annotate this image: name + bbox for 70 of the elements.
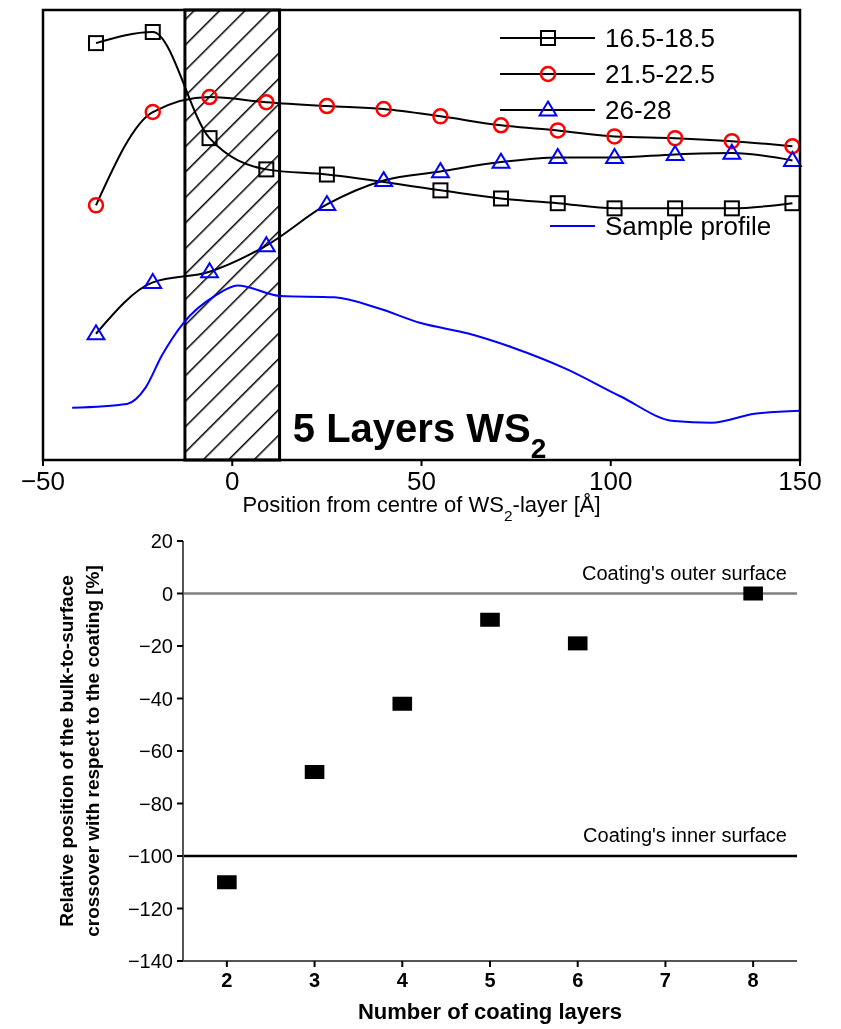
point: [258, 161, 275, 178]
y-tick-label: −120: [127, 897, 173, 920]
point: [392, 696, 413, 711]
point: [217, 875, 237, 890]
point: [492, 117, 510, 134]
point: [723, 200, 740, 217]
point: [492, 190, 509, 207]
point: [491, 152, 511, 169]
point: [549, 195, 566, 212]
point: [201, 130, 218, 147]
x-tick-label: 7: [659, 969, 671, 991]
legend-label: 21.5-22.5: [605, 59, 715, 89]
point: [548, 148, 568, 164]
point: [432, 108, 449, 125]
point: [318, 166, 335, 183]
legend-label: 26-28: [605, 95, 672, 125]
x-tick-label: 2: [221, 969, 233, 991]
point: [743, 586, 763, 601]
y-tick-label: −20: [139, 635, 173, 657]
x-tick-label: 150: [778, 466, 822, 496]
point: [549, 122, 567, 139]
x-tick-label: 0: [225, 466, 240, 496]
point: [432, 182, 449, 199]
point: [606, 200, 623, 217]
point: [143, 272, 163, 289]
x-axis-title: Number of coating layers: [357, 999, 623, 1024]
point: [606, 128, 623, 145]
x-tick-label: 5: [484, 969, 496, 991]
point: [605, 148, 624, 164]
point: [318, 97, 336, 115]
point: [665, 145, 685, 162]
point: [87, 35, 104, 52]
point: [784, 138, 801, 155]
point: [200, 262, 219, 279]
point: [258, 93, 275, 111]
x-tick-label: −50: [20, 466, 66, 496]
point: [317, 195, 337, 212]
ref-line-label: Coating's outer surface: [581, 561, 787, 584]
point: [722, 143, 742, 160]
legend-label: Sample profile: [605, 211, 772, 241]
y-tick-label: −40: [139, 687, 173, 710]
point: [144, 24, 161, 40]
point: [86, 324, 106, 341]
point: [667, 200, 684, 217]
point: [431, 162, 450, 179]
legend-label: 16.5-18.5: [605, 23, 715, 53]
y-tick-label: 20: [150, 530, 173, 552]
point: [374, 171, 394, 188]
y-tick-label: −60: [139, 740, 173, 762]
x-tick-label: 3: [309, 969, 321, 991]
x-tick-label: 4: [396, 969, 409, 991]
y-tick-label: 0: [161, 582, 173, 605]
x-tick-label: 6: [572, 969, 584, 991]
point: [144, 103, 162, 121]
point: [784, 195, 801, 212]
y-axis-title: Relative position of the bulk-to-surface crossover with respect to the coating [%]: [56, 565, 103, 937]
point: [375, 100, 392, 118]
point: [87, 197, 105, 214]
point: [480, 612, 500, 627]
y-tick-label: −100: [127, 845, 173, 867]
point: [783, 151, 802, 167]
y-tick-label: −140: [127, 950, 173, 972]
y-tick-label: −80: [139, 792, 173, 815]
point: [201, 88, 218, 106]
point: [567, 636, 588, 651]
ref-line-label: Coating's inner surface: [583, 824, 787, 846]
annotation: 5 Layers WS$_{2}$: [292, 406, 547, 464]
point: [666, 129, 684, 147]
x-tick-label: 8: [747, 969, 759, 991]
point: [256, 236, 276, 253]
